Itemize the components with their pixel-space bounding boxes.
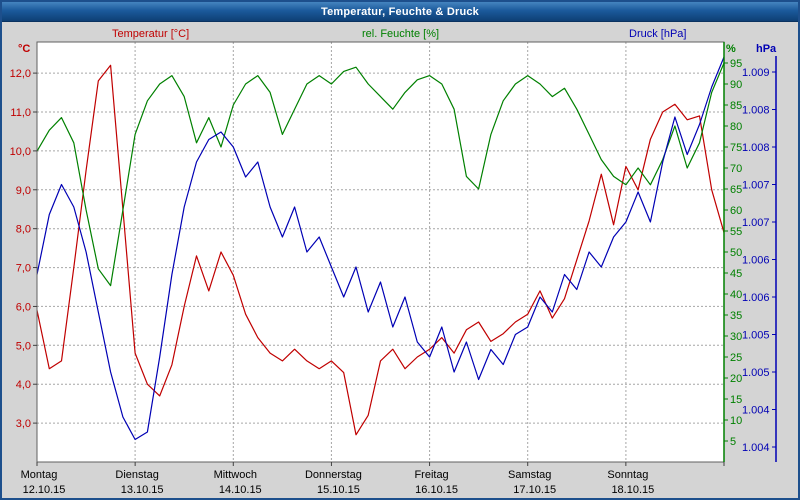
temperature-tick-label: 3,0 [16,418,31,430]
humidity-tick-label: 35 [730,310,742,322]
pressure-tick-label: 1.007 [742,180,770,192]
legend-pressure: Druck [hPa] [629,28,687,40]
day-name-label: Dienstag [115,469,158,481]
day-name-label: Montag [21,469,58,481]
humidity-tick-label: 75 [730,142,742,154]
day-date-label: 17.10.15 [513,484,556,496]
humidity-tick-label: 50 [730,247,742,259]
humidity-tick-label: 60 [730,205,742,217]
temperature-tick-label: 5,0 [16,340,31,352]
day-date-label: 12.10.15 [23,484,66,496]
humidity-tick-label: 65 [730,184,742,196]
temperature-axis-unit: °C [18,43,31,55]
day-name-label: Sonntag [607,469,648,481]
temperature-tick-label: 4,0 [16,379,31,391]
pressure-tick-label: 1.005 [742,330,770,342]
temperature-tick-label: 11,0 [10,107,31,119]
pressure-tick-label: 1.006 [742,255,770,267]
window-title: Temperatur, Feuchte & Druck [320,5,479,18]
humidity-series-line [36,62,725,287]
pressure-tick-label: 1.004 [742,442,770,454]
humidity-tick-label: 95 [730,58,742,70]
pressure-series-line [36,56,725,441]
temperature-tick-label: 12,0 [10,68,31,80]
day-date-label: 18.10.15 [611,484,654,496]
day-name-label: Freitag [414,469,448,481]
humidity-tick-label: 80 [730,121,742,133]
humidity-tick-label: 15 [730,394,742,406]
pressure-tick-label: 1.006 [742,292,770,304]
legend-temperature: Temperatur [°C] [112,28,190,40]
humidity-tick-label: 55 [730,226,742,238]
series-lines [36,56,725,441]
humidity-tick-label: 10 [730,415,742,427]
pressure-tick-label: 1.005 [742,367,770,379]
pressure-tick-label: 1.004 [742,405,770,417]
day-date-label: 16.10.15 [415,484,458,496]
day-date-label: 13.10.15 [121,484,164,496]
humidity-axis-unit: % [726,43,736,55]
temperature-axis: 12,0 11,0 10,0 9,0 8,0 7,0 6,0 5,0 4,0 3,0 [10,68,37,430]
humidity-tick-label: 25 [730,352,742,364]
pressure-tick-label: 1.008 [742,142,770,154]
plot-background [37,42,724,462]
legend-humidity: rel. Feuchte [%] [362,28,440,40]
humidity-tick-label: 70 [730,163,742,175]
day-name-label: Donnerstag [305,469,362,481]
title-bar: Temperatur, Feuchte & Druck [2,2,798,22]
temperature-series-line [36,64,725,436]
humidity-tick-label: 5 [730,436,736,448]
day-date-label: 14.10.15 [219,484,262,496]
pressure-tick-label: 1.008 [742,105,770,117]
humidity-tick-label: 30 [730,331,742,343]
pressure-axis: 1.009 1.008 1.008 1.007 1.007 1.006 1.006 1.005… [742,56,777,462]
plot-canvas: 12,0 11,0 10,0 9,0 8,0 7,0 6,0 5,0 4,0 3,0 95 90 85 8… [10,41,777,496]
humidity-tick-label: 90 [730,79,742,91]
pressure-tick-label: 1.007 [742,217,770,229]
humidity-tick-label: 85 [730,100,742,112]
humidity-axis: 95 90 85 80 75 70 65 60 55 50 45 40 35 30 25 20 15 10 5 [723,42,742,462]
chart-region: Temperatur [°C] rel. Feuchte [%] Druck [… [2,22,798,498]
grid-lines [37,42,724,462]
x-axis: Montag 12.10.15 Dienstag 13.10.15 Mittwoch 14… [21,462,725,496]
temperature-tick-label: 6,0 [16,301,31,313]
day-name-label: Mittwoch [214,469,257,481]
day-date-label: 15.10.15 [317,484,360,496]
humidity-tick-label: 45 [730,268,742,280]
day-name-label: Samstag [508,469,551,481]
temperature-tick-label: 7,0 [16,263,31,275]
pressure-tick-label: 1.009 [742,67,770,79]
humidity-tick-label: 20 [730,373,742,385]
humidity-tick-label: 40 [730,289,742,301]
temperature-tick-label: 8,0 [16,224,31,236]
pressure-axis-unit: hPa [756,43,777,55]
temperature-tick-label: 10,0 [10,146,31,158]
temperature-tick-label: 9,0 [16,185,31,197]
